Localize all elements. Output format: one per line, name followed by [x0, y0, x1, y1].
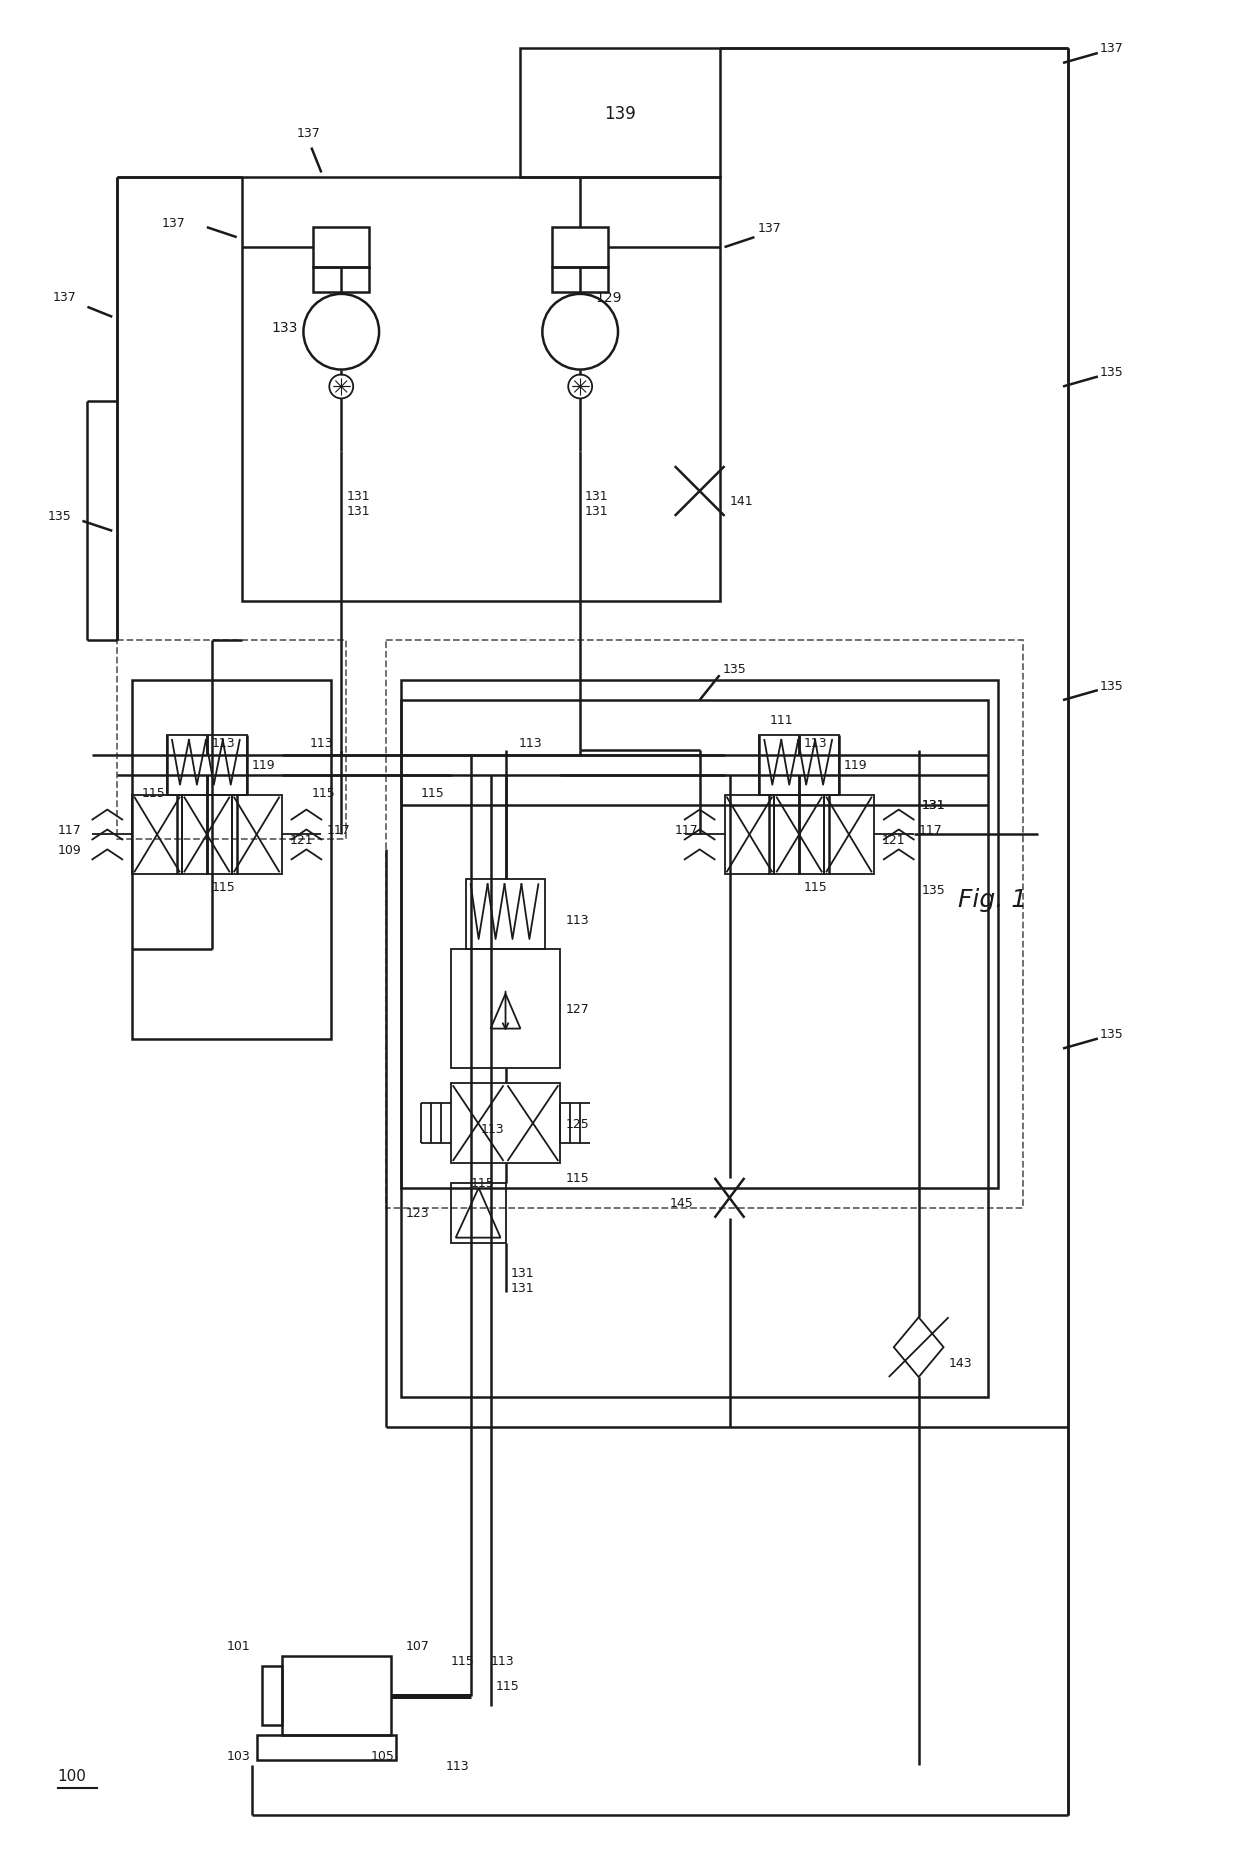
Text: 131: 131 [511, 1281, 534, 1294]
Text: 137: 137 [296, 127, 320, 140]
Bar [451, 950, 560, 1069]
Text: 113: 113 [518, 736, 542, 749]
Text: 103: 103 [227, 1749, 250, 1762]
Text: 131: 131 [921, 798, 945, 811]
Text: 125: 125 [565, 1116, 589, 1129]
Text: 137: 137 [52, 290, 77, 303]
Bar [386, 641, 1023, 1208]
Bar [552, 268, 608, 292]
Text: 117: 117 [326, 824, 350, 837]
Text: 131: 131 [346, 506, 370, 519]
Text: 109: 109 [57, 843, 82, 856]
Bar [281, 1656, 391, 1736]
Text: 117: 117 [919, 824, 942, 837]
Text: 135: 135 [1100, 1028, 1123, 1041]
Text: 113: 113 [481, 1122, 505, 1135]
Bar [724, 796, 774, 875]
Text: 119: 119 [252, 759, 275, 772]
Text: 129: 129 [595, 290, 621, 305]
Text: 115: 115 [565, 1172, 589, 1186]
Text: 141: 141 [729, 494, 753, 508]
Text: 137: 137 [1100, 43, 1123, 56]
Text: 115: 115 [451, 1654, 475, 1667]
Text: 115: 115 [143, 787, 166, 800]
Text: 115: 115 [496, 1680, 520, 1691]
Bar [521, 49, 719, 178]
Text: 143: 143 [949, 1356, 972, 1369]
Text: Fig. 1: Fig. 1 [959, 888, 1028, 912]
Text: 121: 121 [289, 833, 314, 847]
Bar [314, 268, 370, 292]
Text: 113: 113 [491, 1654, 515, 1667]
Text: 117: 117 [57, 824, 82, 837]
Bar [257, 1736, 396, 1761]
Text: 135: 135 [723, 663, 746, 676]
Text: 115: 115 [471, 1176, 495, 1189]
Text: 107: 107 [405, 1639, 430, 1652]
Bar [451, 1084, 560, 1163]
Bar [825, 796, 874, 875]
Bar [167, 736, 247, 796]
Text: 131: 131 [346, 491, 370, 504]
Text: 115: 115 [420, 787, 445, 800]
Bar [759, 736, 839, 796]
Text: 135: 135 [47, 509, 72, 523]
Text: 115: 115 [311, 787, 335, 800]
Text: 113: 113 [212, 736, 236, 749]
Text: 113: 113 [446, 1759, 470, 1772]
Text: 131: 131 [921, 798, 945, 811]
Text: 123: 123 [405, 1206, 429, 1219]
Bar [401, 701, 988, 1397]
Text: 131: 131 [511, 1266, 534, 1279]
Text: 105: 105 [371, 1749, 396, 1762]
Text: 131: 131 [585, 506, 609, 519]
Text: 137: 137 [162, 217, 186, 230]
Text: 135: 135 [921, 884, 945, 897]
Text: 139: 139 [604, 105, 636, 122]
Bar [314, 229, 370, 268]
Bar [118, 641, 346, 839]
Text: 113: 113 [565, 914, 589, 925]
Text: 121: 121 [882, 833, 905, 847]
Text: 111: 111 [769, 714, 792, 727]
Text: 135: 135 [1100, 365, 1123, 378]
Bar [182, 796, 232, 875]
Bar [133, 796, 182, 875]
Text: 113: 113 [805, 736, 828, 749]
Text: 133: 133 [272, 320, 298, 335]
Text: 119: 119 [844, 759, 868, 772]
Text: 101: 101 [227, 1639, 250, 1652]
Text: 137: 137 [758, 221, 781, 234]
Text: 135: 135 [1100, 680, 1123, 693]
Bar [552, 229, 608, 268]
Text: 115: 115 [805, 880, 828, 893]
Bar [232, 796, 281, 875]
Text: 113: 113 [310, 736, 334, 749]
Text: 127: 127 [565, 1002, 589, 1015]
Bar [262, 1665, 281, 1725]
Text: 117: 117 [675, 824, 698, 837]
Text: 100: 100 [57, 1768, 87, 1783]
Bar [401, 680, 998, 1187]
Bar [774, 796, 825, 875]
Text: 115: 115 [212, 880, 236, 893]
Text: 131: 131 [585, 491, 609, 504]
Bar [466, 880, 546, 950]
Bar [242, 178, 719, 601]
Bar [133, 680, 331, 1040]
Bar [451, 1184, 506, 1244]
Text: 145: 145 [670, 1197, 693, 1210]
